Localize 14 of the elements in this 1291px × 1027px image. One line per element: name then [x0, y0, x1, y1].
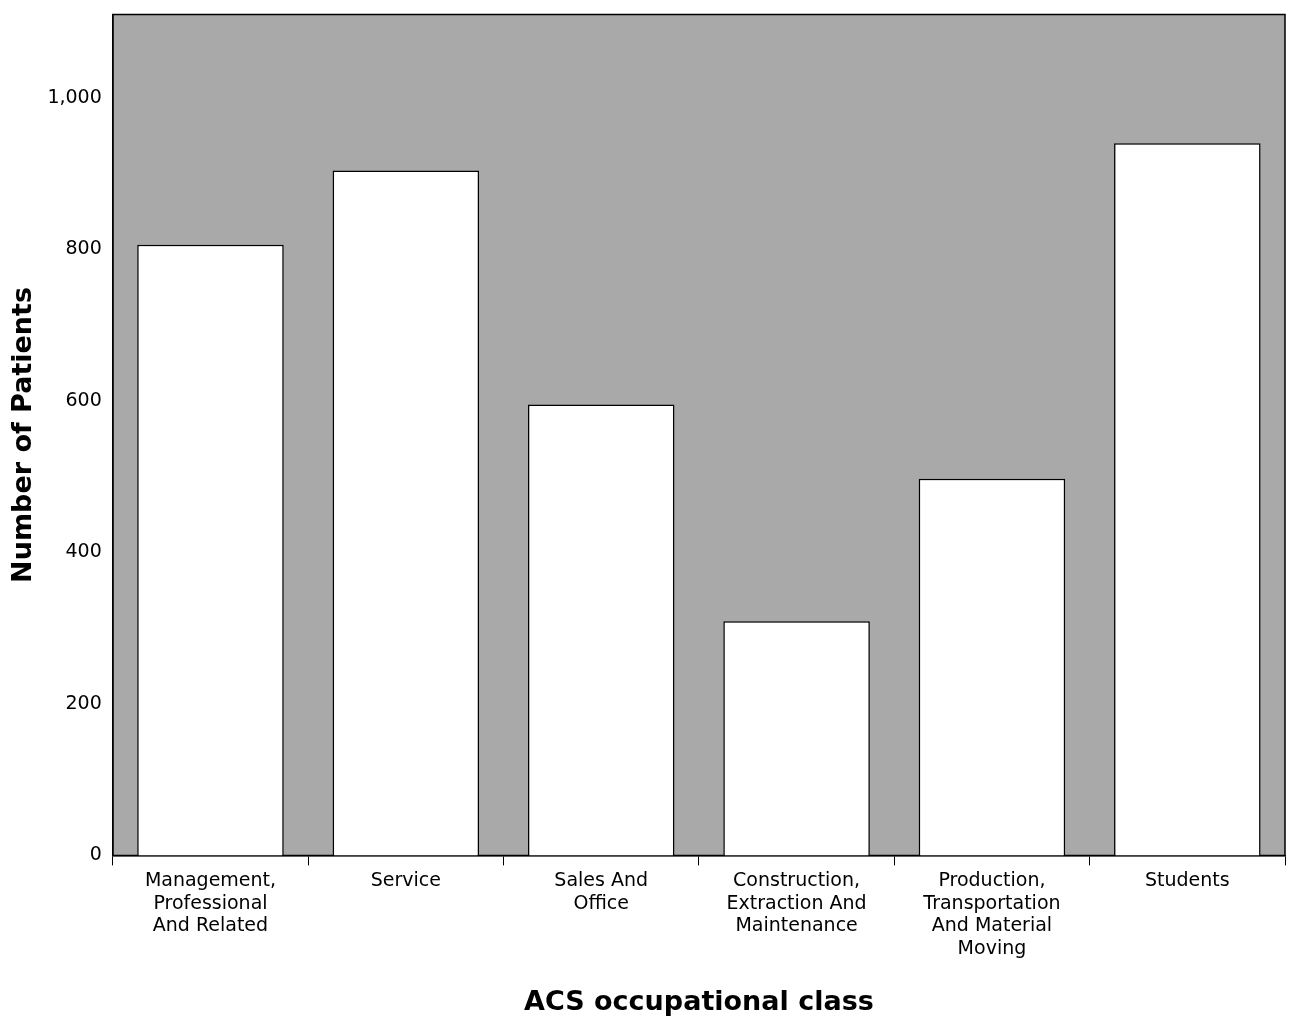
x-axis-title: ACS occupational class [523, 984, 874, 1016]
x-tick-label: Sales And Office [554, 867, 649, 913]
y-tick-label: 0 [89, 842, 102, 865]
y-tick-label: 1,000 [47, 84, 102, 107]
x-tick-label: Service [370, 867, 441, 890]
y-tick-label: 400 [65, 539, 102, 562]
y-tick-label: 800 [65, 236, 102, 259]
x-tick-label: Production, Transportation And Material Moving [922, 867, 1061, 959]
y-tick-label: 600 [65, 387, 102, 410]
y-axis-title: Number of Patients [6, 286, 38, 583]
x-tick-label: Construction, Extraction And Maintenance [726, 867, 867, 936]
x-tick-label: Management, Professional And Related [144, 867, 277, 936]
x-tick-label: Students [1144, 867, 1230, 890]
y-tick-label: 200 [65, 690, 102, 713]
